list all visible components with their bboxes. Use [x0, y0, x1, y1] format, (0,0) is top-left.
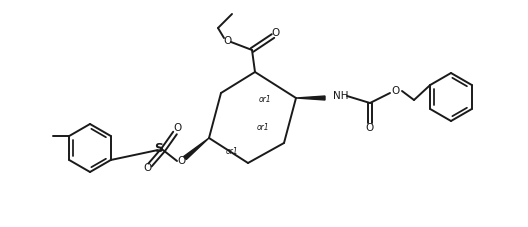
Text: or1: or1 [225, 148, 238, 156]
Text: S: S [155, 141, 164, 155]
Text: NH: NH [333, 91, 348, 101]
Text: O: O [391, 86, 399, 96]
Text: or1: or1 [259, 96, 271, 104]
Polygon shape [184, 138, 209, 160]
Text: O: O [272, 28, 280, 38]
Polygon shape [296, 96, 325, 100]
Text: or1: or1 [257, 123, 269, 133]
Text: O: O [224, 36, 232, 46]
Text: O: O [366, 123, 374, 133]
Text: O: O [177, 156, 185, 166]
Text: O: O [143, 163, 151, 173]
Text: O: O [173, 123, 181, 133]
